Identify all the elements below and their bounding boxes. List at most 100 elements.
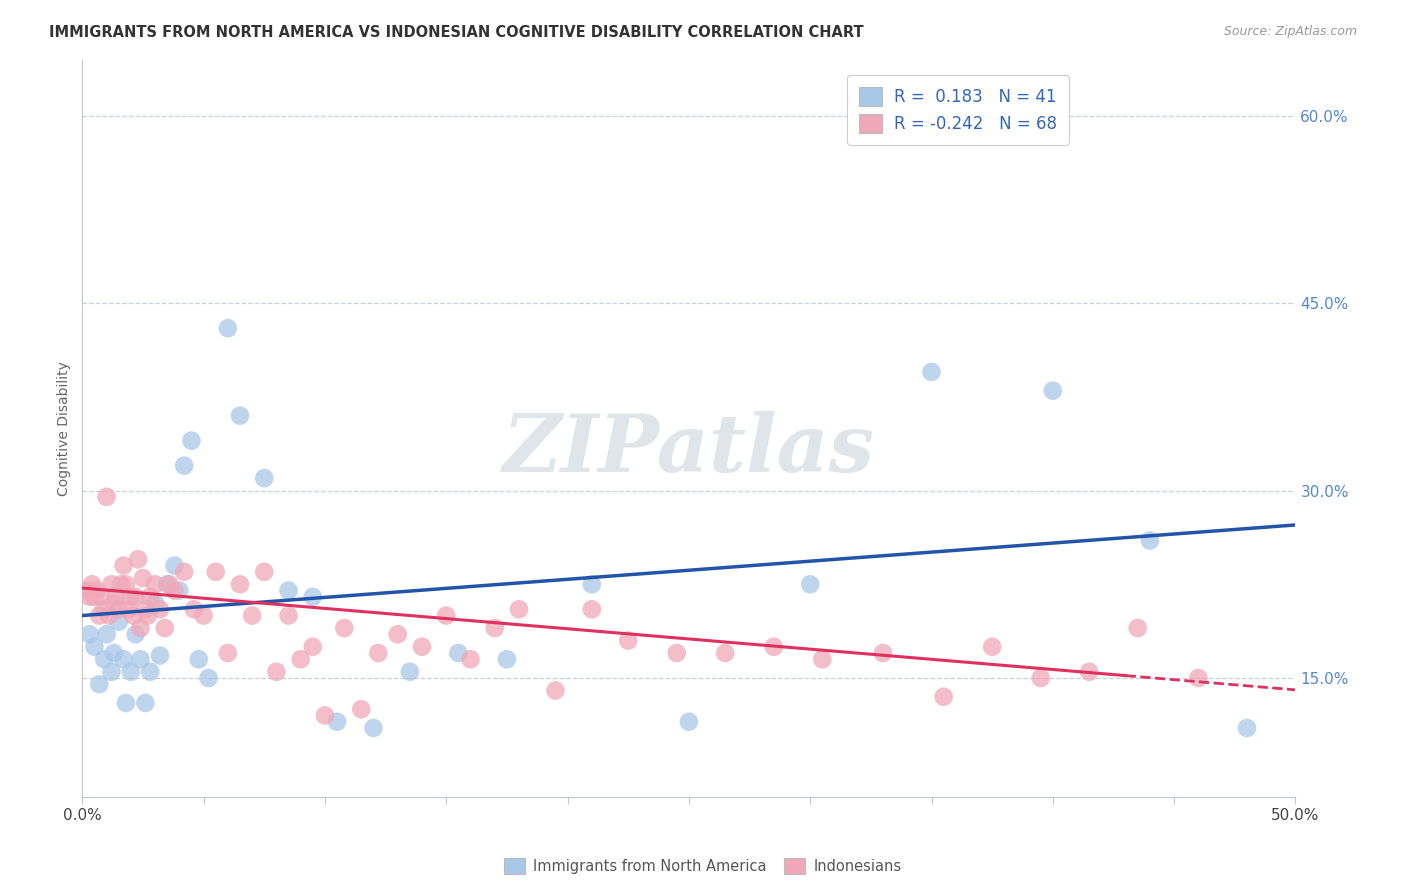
Point [93, 602, 115, 616]
Point [277, 608, 299, 623]
Point [93, 652, 115, 666]
Point [132, 571, 155, 585]
Text: ZIPatlas: ZIPatlas [503, 411, 875, 489]
Point [136, 608, 159, 623]
Point [124, 627, 146, 641]
Point [180, 434, 202, 448]
Point [229, 409, 252, 423]
Point [204, 565, 226, 579]
Point [139, 665, 162, 679]
Point [762, 640, 785, 654]
Point [799, 577, 821, 591]
Point [314, 708, 336, 723]
Point [193, 608, 215, 623]
Point [134, 696, 156, 710]
Point [103, 596, 125, 610]
Point [367, 646, 389, 660]
Point [79, 590, 101, 604]
Point [460, 652, 482, 666]
Point [266, 665, 288, 679]
Point [1042, 384, 1064, 398]
Point [484, 621, 506, 635]
Point [581, 577, 603, 591]
Point [714, 646, 737, 660]
Point [981, 640, 1004, 654]
Legend: R =  0.183   N = 41, R = -0.242   N = 68: R = 0.183 N = 41, R = -0.242 N = 68 [848, 75, 1069, 145]
Point [115, 577, 138, 591]
Point [149, 602, 172, 616]
Point [107, 602, 129, 616]
Point [163, 583, 186, 598]
Point [89, 677, 111, 691]
Point [96, 627, 118, 641]
Point [83, 590, 105, 604]
Point [183, 602, 205, 616]
Point [301, 590, 323, 604]
Point [301, 640, 323, 654]
Point [112, 558, 135, 573]
Point [159, 577, 181, 591]
Point [129, 621, 152, 635]
Point [665, 646, 688, 660]
Point [143, 596, 166, 610]
Point [290, 652, 312, 666]
Point [115, 696, 138, 710]
Point [387, 627, 409, 641]
Point [76, 583, 98, 598]
Point [617, 633, 640, 648]
Point [169, 583, 191, 598]
Point [921, 365, 943, 379]
Point [90, 590, 112, 604]
Point [163, 558, 186, 573]
Point [173, 565, 195, 579]
Point [411, 640, 433, 654]
Point [1078, 665, 1101, 679]
Point [120, 590, 142, 604]
Point [79, 627, 101, 641]
Point [229, 577, 252, 591]
Point [153, 621, 176, 635]
Point [100, 577, 122, 591]
Point [496, 652, 519, 666]
Point [678, 714, 700, 729]
Point [1139, 533, 1161, 548]
Point [103, 646, 125, 660]
Point [83, 640, 105, 654]
Point [122, 608, 145, 623]
Point [544, 683, 567, 698]
Point [187, 652, 209, 666]
Point [143, 577, 166, 591]
Point [333, 621, 356, 635]
Point [80, 577, 103, 591]
Point [100, 665, 122, 679]
Point [96, 490, 118, 504]
Point [110, 577, 132, 591]
Point [350, 702, 373, 716]
Legend: Immigrants from North America, Indonesians: Immigrants from North America, Indonesia… [499, 852, 907, 880]
Point [112, 652, 135, 666]
Point [217, 646, 239, 660]
Point [149, 648, 172, 663]
Point [277, 583, 299, 598]
Point [872, 646, 894, 660]
Point [120, 665, 142, 679]
Point [117, 602, 139, 616]
Point [581, 602, 603, 616]
Point [253, 471, 276, 485]
Point [139, 590, 162, 604]
Point [326, 714, 349, 729]
Point [240, 608, 263, 623]
Point [124, 590, 146, 604]
Point [197, 671, 219, 685]
Point [1187, 671, 1209, 685]
Text: Source: ZipAtlas.com: Source: ZipAtlas.com [1223, 25, 1357, 38]
Point [89, 608, 111, 623]
Point [253, 565, 276, 579]
Point [447, 646, 470, 660]
Point [217, 321, 239, 335]
Point [98, 608, 121, 623]
Point [129, 652, 152, 666]
Point [86, 583, 108, 598]
Point [107, 615, 129, 629]
Point [398, 665, 420, 679]
